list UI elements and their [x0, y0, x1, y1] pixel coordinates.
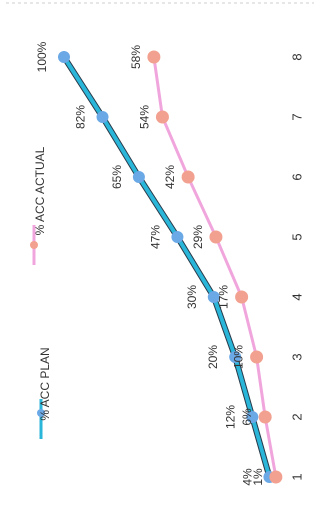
- x-tick-label: 8: [290, 53, 305, 60]
- data-label: 100%: [35, 41, 49, 72]
- x-tick-label: 7: [290, 113, 305, 120]
- data-label: 12%: [223, 405, 237, 429]
- data-point: [132, 171, 145, 183]
- x-tick-label: 5: [290, 233, 305, 240]
- data-label: 10%: [232, 345, 246, 369]
- legend-actual-marker: [30, 241, 38, 249]
- data-point: [171, 231, 184, 243]
- legend-item-actual: % ACC ACTUAL: [30, 146, 47, 265]
- data-label: 47%: [148, 225, 162, 249]
- data-point: [209, 230, 223, 244]
- data-point: [207, 291, 220, 303]
- legend-plan-marker: [37, 409, 45, 417]
- data-point: [258, 410, 272, 424]
- data-label: 4%: [240, 468, 254, 486]
- data-label: 42%: [163, 165, 177, 189]
- data-label: 1%: [251, 468, 265, 486]
- data-point: [58, 51, 70, 63]
- legend-item-plan: % ACC PLAN: [37, 347, 52, 439]
- category-axis-ticks: 1 2 3 4 5 6 7 8: [290, 53, 305, 480]
- data-label: 65%: [110, 165, 124, 189]
- data-label: 6%: [240, 408, 254, 426]
- data-point: [235, 290, 249, 304]
- series-line: [62, 55, 272, 478]
- series-plan: [58, 51, 276, 483]
- data-point: [250, 350, 264, 364]
- series-line: [152, 56, 278, 478]
- data-label: 58%: [129, 45, 143, 69]
- x-tick-label: 1: [290, 473, 305, 480]
- x-tick-label: 3: [290, 353, 305, 360]
- data-point: [96, 111, 109, 123]
- data-label: 54%: [137, 105, 151, 129]
- data-point: [229, 351, 242, 363]
- data-label: 82%: [74, 105, 88, 129]
- data-point: [155, 110, 169, 124]
- series-actual: [147, 50, 283, 484]
- data-labels: 4% 12% 20% 30% 47% 65% 82% 100% 1% 6% 10% 17% 29% 42%…: [35, 41, 265, 485]
- data-point: [269, 470, 283, 484]
- legend-label-actual: % ACC ACTUAL: [33, 146, 47, 235]
- data-label: 20%: [206, 345, 220, 369]
- data-label: 17%: [217, 285, 231, 309]
- x-tick-label: 6: [290, 173, 305, 180]
- x-tick-label: 4: [290, 293, 305, 300]
- data-label: 30%: [185, 285, 199, 309]
- legend-label-plan: % ACC PLAN: [38, 347, 52, 420]
- legend: % ACC PLAN % ACC ACTUAL: [30, 146, 52, 439]
- data-point: [181, 170, 195, 184]
- x-tick-label: 2: [290, 413, 305, 420]
- series-layer: [58, 50, 283, 484]
- data-label: 29%: [191, 225, 205, 249]
- data-point: [147, 50, 161, 64]
- data-point: [246, 411, 259, 423]
